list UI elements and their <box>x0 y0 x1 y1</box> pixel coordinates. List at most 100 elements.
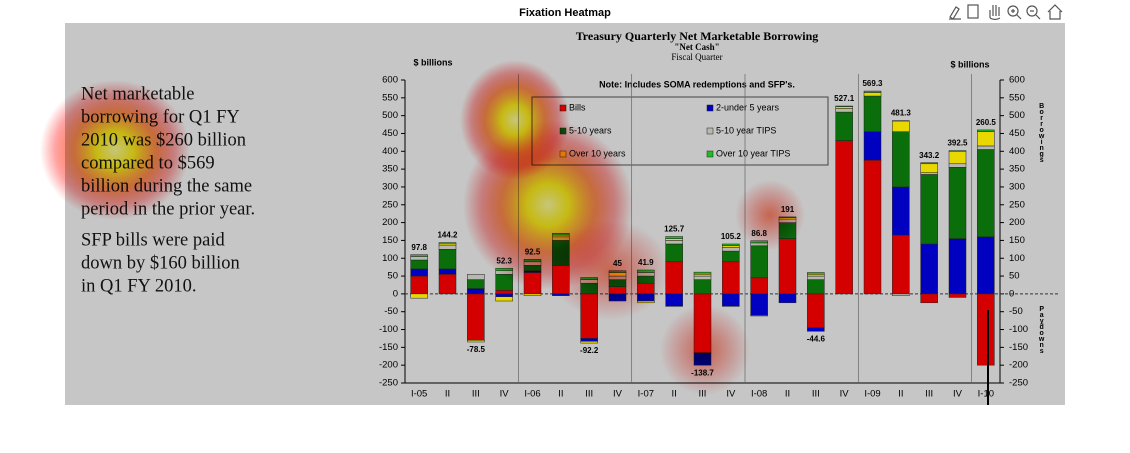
bar-segment <box>835 108 853 113</box>
bar-segment <box>948 238 967 295</box>
bar-segment <box>750 315 768 317</box>
bar-segment <box>410 293 428 299</box>
x-tick-label: IV <box>840 389 850 400</box>
chart-subtitle: Fiscal Quarter <box>671 52 722 62</box>
bar-segment <box>438 243 457 246</box>
total-label: 97.8 <box>411 243 427 252</box>
y-tick-label: 200 <box>382 217 398 228</box>
y2-tick-label: -250 <box>1009 378 1028 389</box>
x-tick-label: IV <box>726 389 736 400</box>
bar-segment <box>693 271 712 275</box>
bar-segment <box>495 296 513 302</box>
total-label: 105.2 <box>721 232 742 241</box>
heatmap-overlay <box>40 60 805 395</box>
total-label: 144.2 <box>437 231 458 240</box>
bar-segment <box>977 149 995 238</box>
bar-segment <box>920 172 938 175</box>
bar-segment <box>722 293 740 307</box>
zoom-in-icon[interactable] <box>1007 5 1019 17</box>
legend-label: 5-10 year TIPS <box>716 125 776 135</box>
y-tick-label: 450 <box>382 128 398 139</box>
y-tick-label: 550 <box>382 92 398 103</box>
bar-segment <box>807 275 825 280</box>
bar-segment <box>410 254 428 257</box>
bar-segment <box>948 293 967 298</box>
x-tick-label: II <box>445 389 450 400</box>
bar-segment <box>948 151 967 165</box>
x-tick-label: II <box>558 389 563 400</box>
total-label: 481.3 <box>891 109 912 118</box>
bar-segment <box>807 272 825 275</box>
datatip-icon[interactable] <box>967 4 979 19</box>
x-tick-label: III <box>925 389 933 400</box>
bar-segment <box>977 131 995 147</box>
chart-subtitle: "Net Cash" <box>674 42 719 52</box>
brush-icon[interactable] <box>949 6 961 20</box>
bar-segment <box>750 293 768 316</box>
legend-label: Over 10 year TIPS <box>716 148 790 158</box>
total-label: 569.3 <box>862 79 883 88</box>
bar-segment <box>948 163 967 168</box>
y-tick-label: 600 <box>382 75 398 86</box>
total-label: 125.7 <box>664 225 685 234</box>
bar-segment <box>835 140 853 295</box>
bar-segment <box>467 339 485 343</box>
y2-tick-label: -50 <box>1009 306 1023 317</box>
bar-segment <box>665 240 683 245</box>
bar-segment <box>863 92 882 97</box>
legend-label: 5-10 years <box>569 125 612 135</box>
bar-segment <box>467 279 485 289</box>
zoom-out-icon[interactable] <box>1026 5 1038 17</box>
y2-tick-label: 350 <box>1009 164 1025 175</box>
bar-segment <box>438 242 457 244</box>
fixation-blob <box>735 180 805 250</box>
fixation-blob <box>460 60 570 180</box>
y-tick-label: 300 <box>382 181 398 192</box>
x-tick-label: III <box>812 389 820 400</box>
bar-segment <box>892 186 910 236</box>
bar-segment <box>722 245 740 248</box>
home-icon[interactable] <box>1047 4 1063 20</box>
fixation-blob <box>40 80 190 220</box>
pan-icon[interactable] <box>989 5 1001 21</box>
total-label: 260.5 <box>976 118 997 127</box>
legend-swatch <box>706 127 714 135</box>
x-tick-label: I-05 <box>411 389 427 400</box>
bar-segment <box>807 274 825 277</box>
bar-segment <box>665 236 683 239</box>
toolbar <box>949 4 1063 21</box>
y-tick-label: -250 <box>379 378 398 389</box>
bar-segment <box>467 274 485 280</box>
x-tick-label: IV <box>613 389 623 400</box>
y-axis-label: $ billions <box>413 57 452 67</box>
bar-segment <box>750 245 768 279</box>
bar-segment <box>722 247 740 252</box>
y-tick-label: 50 <box>387 271 398 282</box>
bar-segment <box>495 293 513 297</box>
bar-segment <box>892 120 910 132</box>
bar-segment <box>438 274 457 295</box>
y-tick-label: 0 <box>393 288 398 299</box>
y2-tick-label: 200 <box>1009 217 1025 228</box>
x-tick-label: IV <box>500 389 510 400</box>
bar-segment <box>835 111 853 141</box>
bar-segment <box>807 293 825 328</box>
bar-segment <box>438 244 457 250</box>
y-tick-label: 500 <box>382 110 398 121</box>
slide-text-line: in Q1 FY 2010. <box>81 276 196 296</box>
x-tick-label: III <box>472 389 480 400</box>
y-tick-label: -200 <box>379 360 398 371</box>
bar-segment <box>807 279 825 295</box>
y2-tick-label: -100 <box>1009 324 1028 335</box>
bar-segment <box>863 131 882 161</box>
bar-segment <box>977 145 995 150</box>
y2-tick-label: 150 <box>1009 235 1025 246</box>
y2-axis-label: $ billions <box>950 59 989 69</box>
y2-tick-label: 400 <box>1009 146 1025 157</box>
x-tick-label: I-10 <box>978 389 994 400</box>
total-label: -44.6 <box>807 334 826 343</box>
total-label: 527.1 <box>834 94 855 103</box>
slide-text-line: down by $160 billion <box>81 253 240 273</box>
bar-segment <box>665 238 683 241</box>
